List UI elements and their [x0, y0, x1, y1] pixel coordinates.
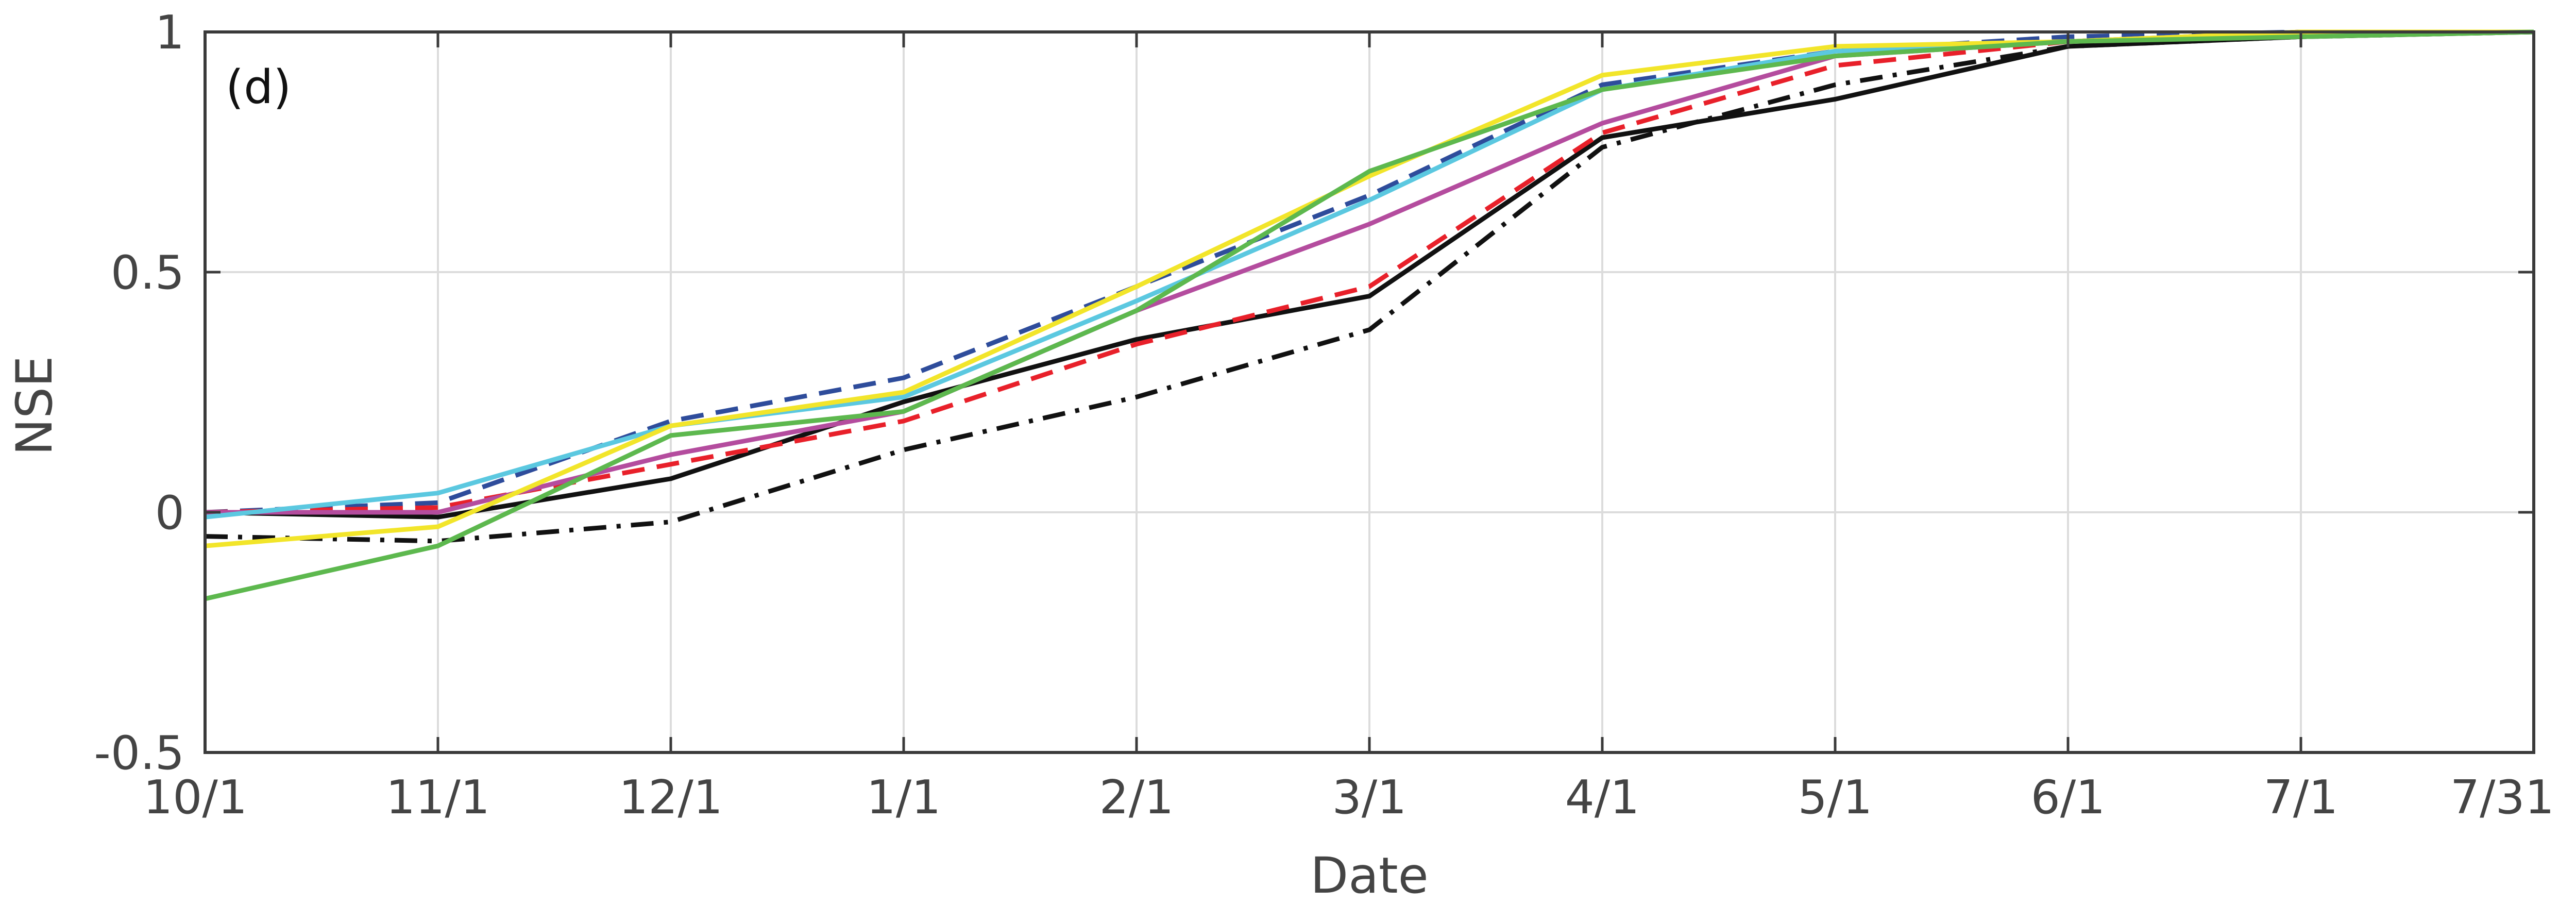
x-tick-label: 1/1: [867, 771, 941, 825]
y-tick-label: 0.5: [111, 246, 184, 300]
x-tick-label: 11/1: [386, 771, 490, 825]
x-tick-label: 4/1: [1565, 771, 1640, 825]
series-lines: [205, 29, 2534, 601]
x-tick-label: 12/1: [619, 771, 723, 825]
axis-ticks: [204, 30, 2535, 754]
x-axis-title: Date: [1310, 847, 1428, 904]
x-tick-label: 5/1: [1798, 771, 1873, 825]
x-tick-label: 7/31: [2450, 771, 2554, 825]
x-tick-label: 10/1: [143, 771, 247, 825]
x-tick-label: 6/1: [2031, 771, 2106, 825]
x-tick-label: 2/1: [1099, 771, 1174, 825]
grid: [204, 31, 2535, 754]
x-tick-label: 7/1: [2264, 771, 2338, 825]
panel-label: (d): [226, 60, 291, 114]
y-tick-label: -0.5: [94, 726, 184, 780]
y-axis-title: NSE: [6, 356, 63, 455]
y-tick-label: 0: [155, 486, 184, 540]
y-tick-label: 1: [155, 6, 184, 60]
tick-labels: 10/1 11/1 12/1 1/1 2/1 3/1 4/1 5/1 6/1 7/1 7/31 1 0.…: [94, 6, 2554, 825]
series-line-8: [205, 29, 2534, 601]
x-tick-label: 3/1: [1332, 771, 1407, 825]
series-line-2: [205, 29, 2534, 544]
series-line-4: [205, 29, 2534, 515]
